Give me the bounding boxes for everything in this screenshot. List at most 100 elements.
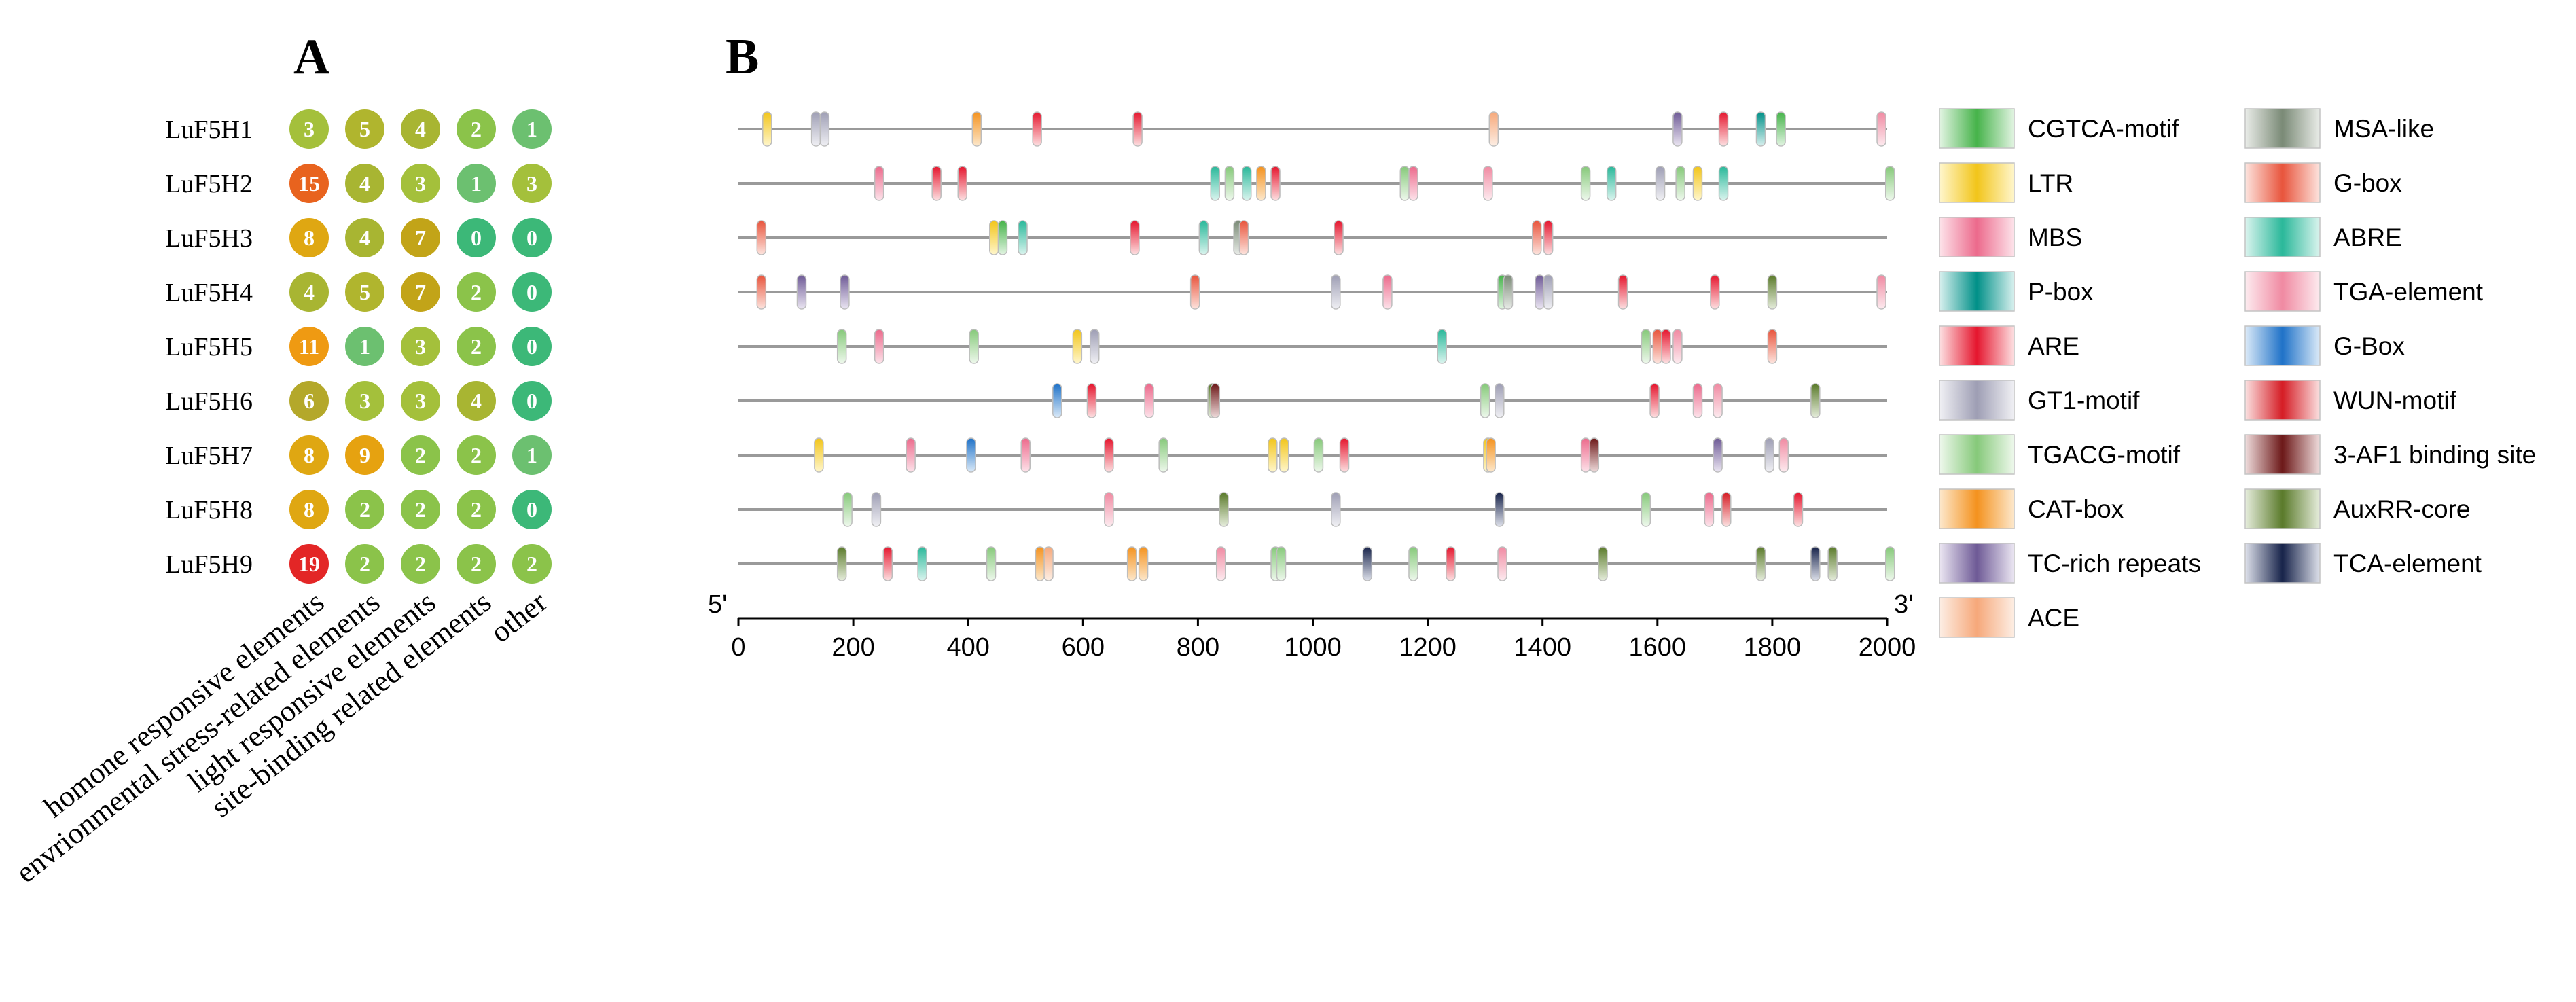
count-value: 2: [415, 443, 426, 467]
motif-tga-element: [1713, 383, 1723, 418]
motif-auxrr-core: [1598, 546, 1608, 581]
motif-ltr: [1072, 329, 1083, 364]
motif-g-box: [1238, 220, 1249, 255]
count-value: 11: [299, 334, 319, 359]
count-circle: [512, 435, 552, 475]
motif-tgacg-motif: [1224, 166, 1235, 201]
motif-ltr: [1692, 166, 1703, 201]
count-circle: [345, 164, 384, 203]
tick-label: 600: [1062, 633, 1105, 662]
gene-label-luf5h8: LuF5H8: [165, 496, 253, 524]
count-value: 4: [471, 389, 482, 413]
count-value: 0: [526, 280, 537, 304]
count-value: 4: [415, 117, 426, 141]
motif-are: [1086, 383, 1097, 418]
motif-are: [1710, 274, 1720, 310]
legend-swatch-gt1-motif: [1939, 380, 2015, 421]
count-circle: [345, 435, 384, 475]
motif-are: [1649, 383, 1660, 418]
motif-mbs: [874, 329, 884, 364]
tick-label: 2000: [1859, 633, 1916, 662]
count-value: 8: [304, 497, 315, 522]
motif-tgacg-motif: [1884, 166, 1895, 201]
legend-label-wun-motif: WUN-motif: [2333, 387, 2457, 414]
legend-swatch-are: [1939, 325, 2015, 366]
count-circle: [401, 164, 440, 203]
legend-label-abre: ABRE: [2333, 223, 2402, 251]
motif-tc-rich-repeats: [1713, 437, 1723, 473]
count-circle: [289, 435, 329, 475]
legend-label-gt1-motif: GT1-motif: [2028, 387, 2140, 414]
motif-gt1-motif: [1089, 329, 1100, 364]
count-circle: [289, 109, 329, 149]
count-value: 2: [471, 280, 482, 304]
tick-label: 0: [731, 633, 745, 662]
count-circle: [345, 381, 384, 421]
legend-swatch-tga-element: [2244, 271, 2321, 312]
count-value: 2: [415, 552, 426, 576]
legend-label-cgtca-motif: CGTCA-motif: [2028, 115, 2179, 143]
motif-cgtca-motif: [1776, 111, 1786, 147]
legend-swatch-auxrr-core: [2244, 488, 2321, 529]
motif-abre: [1606, 166, 1617, 201]
count-value: 3: [526, 171, 537, 196]
motif-mbs: [1382, 274, 1393, 310]
motif-g-box: [1531, 220, 1542, 255]
count-circle: [289, 544, 329, 584]
count-circle: [512, 381, 552, 421]
motif-ltr: [988, 220, 999, 255]
motif-mbs: [1020, 437, 1031, 473]
count-circle: [289, 490, 329, 529]
gene-label-luf5h5: LuF5H5: [165, 333, 253, 361]
motif-tga-element: [1215, 546, 1226, 581]
motif-gt1-motif: [871, 492, 882, 527]
motif-abre: [1718, 166, 1729, 201]
count-value: 0: [526, 497, 537, 522]
count-circle: [345, 109, 384, 149]
legend-label-tca-element: TCA-element: [2333, 550, 2482, 577]
motif-tgacg-motif: [1313, 437, 1324, 473]
motif-are: [1617, 274, 1628, 310]
count-value: 1: [526, 443, 537, 467]
motif-gt1-motif: [819, 111, 830, 147]
count-value: 3: [304, 117, 315, 141]
count-circle: [457, 435, 496, 475]
motif-gt1-motif: [810, 111, 821, 147]
count-value: 4: [304, 280, 315, 304]
motif-ltr: [1278, 437, 1289, 473]
count-value: 2: [471, 334, 482, 359]
motif-tga-element: [1672, 329, 1683, 364]
legend-label-tc-rich-repeats: TC-rich repeats: [2028, 550, 2201, 577]
motif-g-box: [966, 437, 976, 473]
panel-a-label: A: [293, 29, 329, 85]
count-circle: [512, 164, 552, 203]
gene-label-luf5h7: LuF5H7: [165, 442, 253, 470]
motif-wun-motif: [1721, 492, 1732, 527]
count-value: 3: [415, 171, 426, 196]
motif-cat-box: [1256, 166, 1266, 201]
motif-abre: [1198, 220, 1209, 255]
motif-are: [1339, 437, 1350, 473]
motif-tgacg-motif: [842, 492, 853, 527]
count-value: 0: [526, 334, 537, 359]
motif-auxrr-core: [1767, 274, 1778, 310]
count-value: 2: [526, 552, 537, 576]
count-circle: [457, 327, 496, 366]
motif-tga-element: [1104, 492, 1114, 527]
legend-swatch-tc-rich-repeats: [1939, 543, 2015, 584]
count-circle: [345, 272, 384, 312]
legend-label-cat-box: CAT-box: [2028, 495, 2124, 523]
category-label-other: other: [484, 585, 554, 649]
legend-swatch-g-box: [2244, 325, 2321, 366]
motif-are: [957, 166, 967, 201]
gene-label-luf5h9: LuF5H9: [165, 550, 253, 579]
count-value: 6: [304, 389, 315, 413]
count-circle: [345, 490, 384, 529]
legend-swatch-tgacg-motif: [1939, 434, 2015, 475]
count-circle: [457, 272, 496, 312]
count-value: 4: [359, 171, 370, 196]
legend-label-ltr: LTR: [2028, 169, 2073, 197]
count-circle: [289, 272, 329, 312]
count-value: 0: [526, 226, 537, 250]
motif-abre: [1437, 329, 1447, 364]
